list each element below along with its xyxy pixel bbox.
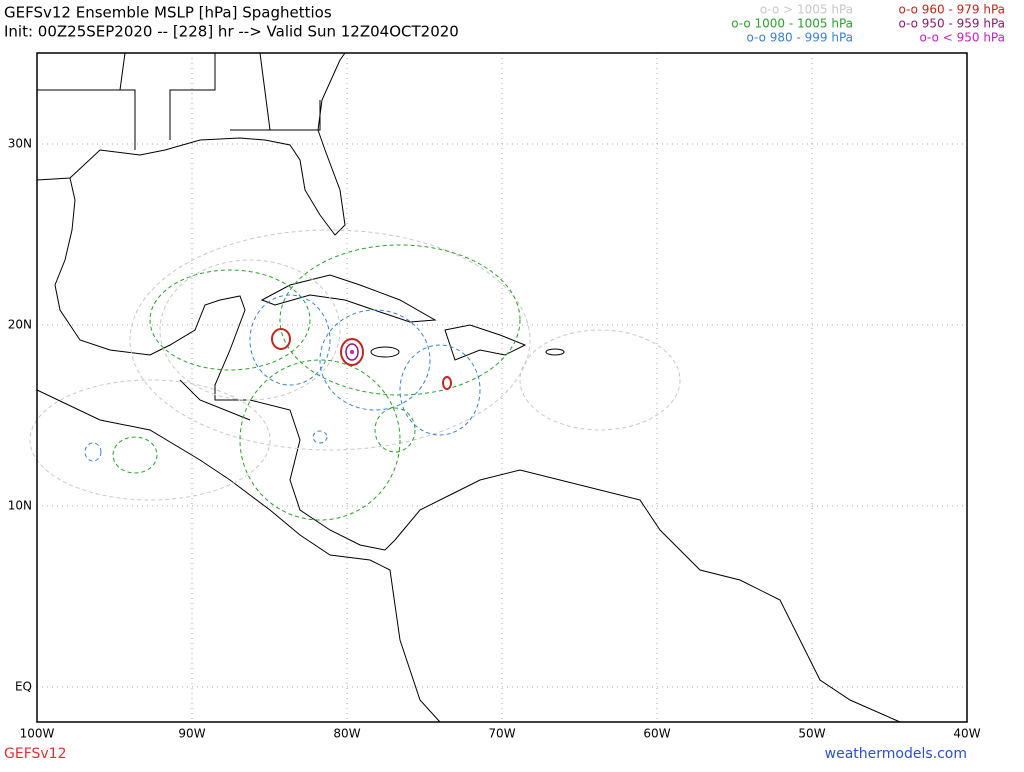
lon-label: 70W [488, 727, 515, 741]
legend-entry: o-o 980 - 999 hPa [746, 31, 853, 45]
pressure-contours [29, 229, 681, 521]
lon-label: 50W [798, 727, 825, 741]
legend-entry: o-o 1000 - 1005 hPa [731, 17, 853, 31]
lat-label: EQ [15, 680, 32, 694]
legend-entry: o-o > 1005 hPa [760, 3, 853, 17]
lat-label: 30N [8, 137, 32, 151]
legend-entry: o-o < 950 hPa [919, 31, 1005, 45]
legend-entry: o-o 950 - 959 hPa [898, 17, 1005, 31]
lon-label: 80W [333, 727, 360, 741]
lon-label: 90W [178, 727, 205, 741]
map-frame [36, 52, 968, 723]
lon-label: 60W [643, 727, 670, 741]
lon-label: 40W [953, 727, 980, 741]
title: GEFSv12 Ensemble MSLP [hPa] Spaghettios [4, 4, 332, 22]
lon-label: 100W [20, 727, 55, 741]
lat-label: 20N [8, 318, 32, 332]
init-line: Init: 00Z25SEP2020 -- [228] hr --> Valid… [4, 23, 459, 41]
lat-label: 10N [8, 499, 32, 513]
model-label: GEFSv12 [4, 746, 67, 762]
legend-entry: o-o 960 - 979 hPa [898, 3, 1005, 17]
grid [37, 53, 967, 722]
site-label: weathermodels.com [825, 746, 967, 762]
coastlines [36, 52, 901, 723]
